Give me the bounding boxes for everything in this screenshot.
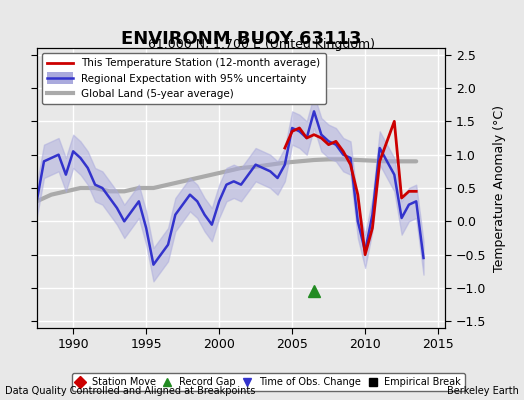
Text: Data Quality Controlled and Aligned at Breakpoints: Data Quality Controlled and Aligned at B…	[5, 386, 256, 396]
Legend: Station Move, Record Gap, Time of Obs. Change, Empirical Break: Station Move, Record Gap, Time of Obs. C…	[72, 373, 465, 391]
Text: 61.000 N, 1.700 E (United Kingdom): 61.000 N, 1.700 E (United Kingdom)	[148, 38, 376, 51]
Text: Berkeley Earth: Berkeley Earth	[447, 386, 519, 396]
Legend: This Temperature Station (12-month average), Regional Expectation with 95% uncer: This Temperature Station (12-month avera…	[42, 53, 326, 104]
Title: ENVIRONM BUOY 63113: ENVIRONM BUOY 63113	[121, 30, 361, 48]
Y-axis label: Temperature Anomaly (°C): Temperature Anomaly (°C)	[493, 104, 506, 272]
